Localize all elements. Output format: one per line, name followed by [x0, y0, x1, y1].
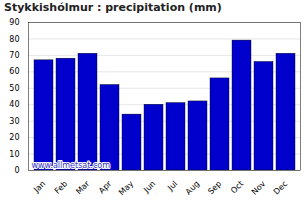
- svg-text:30: 30: [9, 117, 19, 126]
- svg-text:60: 60: [9, 67, 19, 76]
- svg-text:Dec: Dec: [272, 179, 289, 196]
- svg-text:40: 40: [9, 100, 19, 109]
- svg-text:www.allmetsat.com: www.allmetsat.com: [32, 161, 111, 170]
- svg-text:Apr: Apr: [97, 179, 114, 196]
- svg-text:70: 70: [9, 51, 19, 60]
- svg-text:0: 0: [14, 166, 19, 175]
- svg-text:Jan: Jan: [31, 179, 47, 195]
- svg-text:Sep: Sep: [206, 179, 223, 196]
- svg-text:Nov: Nov: [250, 179, 268, 197]
- svg-text:Feb: Feb: [53, 179, 69, 195]
- svg-text:Jun: Jun: [141, 179, 157, 195]
- svg-text:Oct: Oct: [229, 179, 245, 195]
- svg-text:20: 20: [9, 133, 19, 142]
- svg-text:10: 10: [9, 150, 19, 159]
- svg-text:Jul: Jul: [165, 179, 179, 193]
- svg-text:Mar: Mar: [74, 179, 92, 197]
- svg-text:50: 50: [9, 84, 19, 93]
- svg-text:May: May: [117, 179, 135, 197]
- svg-text:80: 80: [9, 35, 19, 44]
- svg-text:90: 90: [9, 18, 19, 27]
- svg-text:Aug: Aug: [184, 179, 201, 196]
- html-text:Stykkishólmur : precipitation: Stykkishólmur : precipitation (mm): [4, 1, 222, 14]
